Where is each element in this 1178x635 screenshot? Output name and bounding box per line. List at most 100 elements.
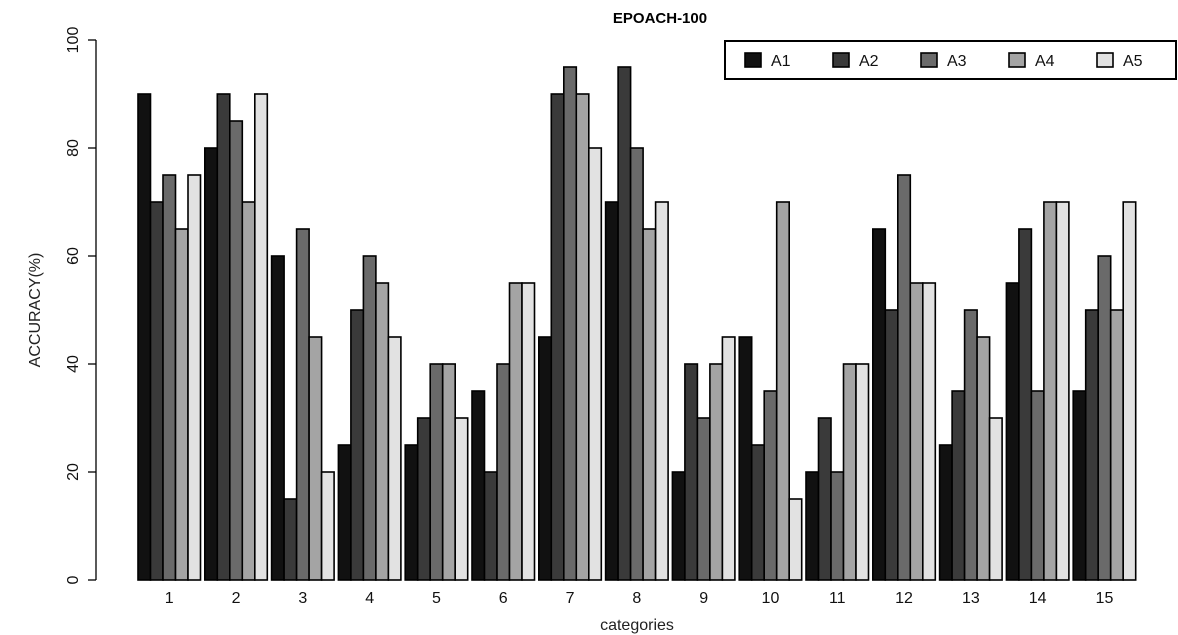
bar-a5 — [587, 147, 603, 581]
bar-a2 — [684, 363, 699, 581]
legend-swatch — [832, 52, 850, 68]
bar-group — [537, 66, 603, 581]
bar-a2 — [1084, 309, 1099, 581]
bar-a4 — [642, 228, 657, 581]
y-tick-label: 100 — [65, 27, 82, 54]
bar-a1 — [537, 336, 553, 581]
y-tick-label: 60 — [65, 247, 82, 265]
x-tick-label: 13 — [962, 590, 980, 607]
y-axis: 0 20 40 60 80 100 — [65, 27, 97, 584]
bar-a1 — [204, 147, 219, 581]
bar-a2 — [149, 201, 164, 581]
legend-swatch — [1096, 52, 1114, 68]
bar-group — [1072, 201, 1137, 581]
bar-a4 — [174, 228, 189, 581]
bar-a4 — [976, 336, 991, 581]
x-tick-label: 5 — [432, 590, 441, 607]
bar-a2 — [750, 444, 766, 581]
bar-a4 — [709, 363, 724, 581]
bar-a1 — [738, 336, 753, 581]
bar-group — [270, 228, 335, 581]
bar-a4 — [308, 336, 323, 581]
bar-a5 — [454, 417, 469, 581]
bar-a3 — [1030, 390, 1045, 581]
bar-a4 — [375, 282, 390, 581]
y-tick-label: 40 — [65, 355, 82, 373]
bar-a3 — [963, 309, 978, 581]
bar-a2 — [817, 417, 832, 581]
bar-a3 — [830, 471, 845, 581]
bar-a4 — [575, 93, 590, 581]
bar-a3 — [162, 174, 177, 581]
y-tick-label: 20 — [65, 463, 82, 481]
bar-a5 — [1122, 201, 1137, 581]
bar-a5 — [654, 201, 669, 581]
bar-a1 — [137, 93, 152, 581]
bar-groups — [137, 66, 1137, 581]
y-tick-label: 0 — [65, 575, 82, 584]
bar-group — [938, 309, 1003, 581]
bar-a2 — [884, 309, 899, 581]
bar-a1 — [871, 228, 887, 581]
bar-a4 — [441, 363, 457, 581]
bar-a3 — [696, 417, 711, 581]
x-tick-label: 8 — [632, 590, 641, 607]
bar-a5 — [988, 417, 1003, 581]
legend-label: A1 — [771, 53, 791, 70]
bar-a1 — [471, 390, 486, 581]
x-tick-label: 6 — [499, 590, 508, 607]
x-axis-label: categories — [600, 617, 674, 634]
bar-a5 — [1055, 201, 1070, 581]
bar-group — [1005, 201, 1070, 581]
bar-a2 — [216, 93, 231, 581]
legend-swatch — [1008, 52, 1026, 68]
bar-a3 — [629, 147, 644, 581]
bar-a2 — [550, 93, 565, 581]
bar-a5 — [921, 282, 937, 581]
bar-a5 — [721, 336, 736, 581]
bar-group — [404, 363, 469, 581]
legend-swatch — [744, 52, 762, 68]
x-tick-label: 15 — [1096, 590, 1114, 607]
legend-swatch — [920, 52, 938, 68]
bar-a5 — [855, 363, 870, 581]
bar-group — [337, 255, 402, 581]
bar-a3 — [496, 363, 511, 581]
legend-label: A5 — [1123, 53, 1143, 70]
bar-group — [471, 282, 536, 581]
bar-a5 — [320, 471, 335, 581]
bar-a3 — [562, 66, 578, 581]
bar-a1 — [1005, 282, 1020, 581]
bar-group — [604, 66, 669, 581]
bar-a2 — [483, 471, 498, 581]
bar-a4 — [909, 282, 924, 581]
x-tick-label: 10 — [762, 590, 780, 607]
bar-group — [137, 93, 202, 581]
bar-a2 — [350, 309, 365, 581]
bar-a5 — [254, 93, 269, 581]
bar-a1 — [938, 444, 953, 581]
x-tick-label: 3 — [298, 590, 307, 607]
bar-a1 — [270, 255, 285, 581]
x-axis-ticks: 1 2 3 4 5 6 7 8 9 10 11 12 13 14 15 — [165, 590, 1114, 607]
bar-a2 — [1018, 228, 1033, 581]
bar-a4 — [1043, 201, 1058, 581]
bar-group — [805, 363, 870, 581]
x-tick-label: 11 — [829, 590, 846, 607]
bar-a4 — [508, 282, 523, 581]
bar-a5 — [521, 282, 536, 581]
bar-a5 — [788, 498, 803, 581]
legend-label: A4 — [1035, 53, 1055, 70]
bar-a3 — [229, 120, 244, 581]
legend-label: A3 — [947, 53, 967, 70]
bar-a3 — [763, 390, 778, 581]
bar-a4 — [842, 363, 857, 581]
x-tick-label: 4 — [365, 590, 374, 607]
y-tick-label: 80 — [65, 139, 82, 157]
x-tick-label: 2 — [232, 590, 241, 607]
bar-a2 — [617, 66, 632, 581]
bar-a2 — [951, 390, 966, 581]
x-tick-label: 12 — [895, 590, 913, 607]
bar-a3 — [1097, 255, 1112, 581]
